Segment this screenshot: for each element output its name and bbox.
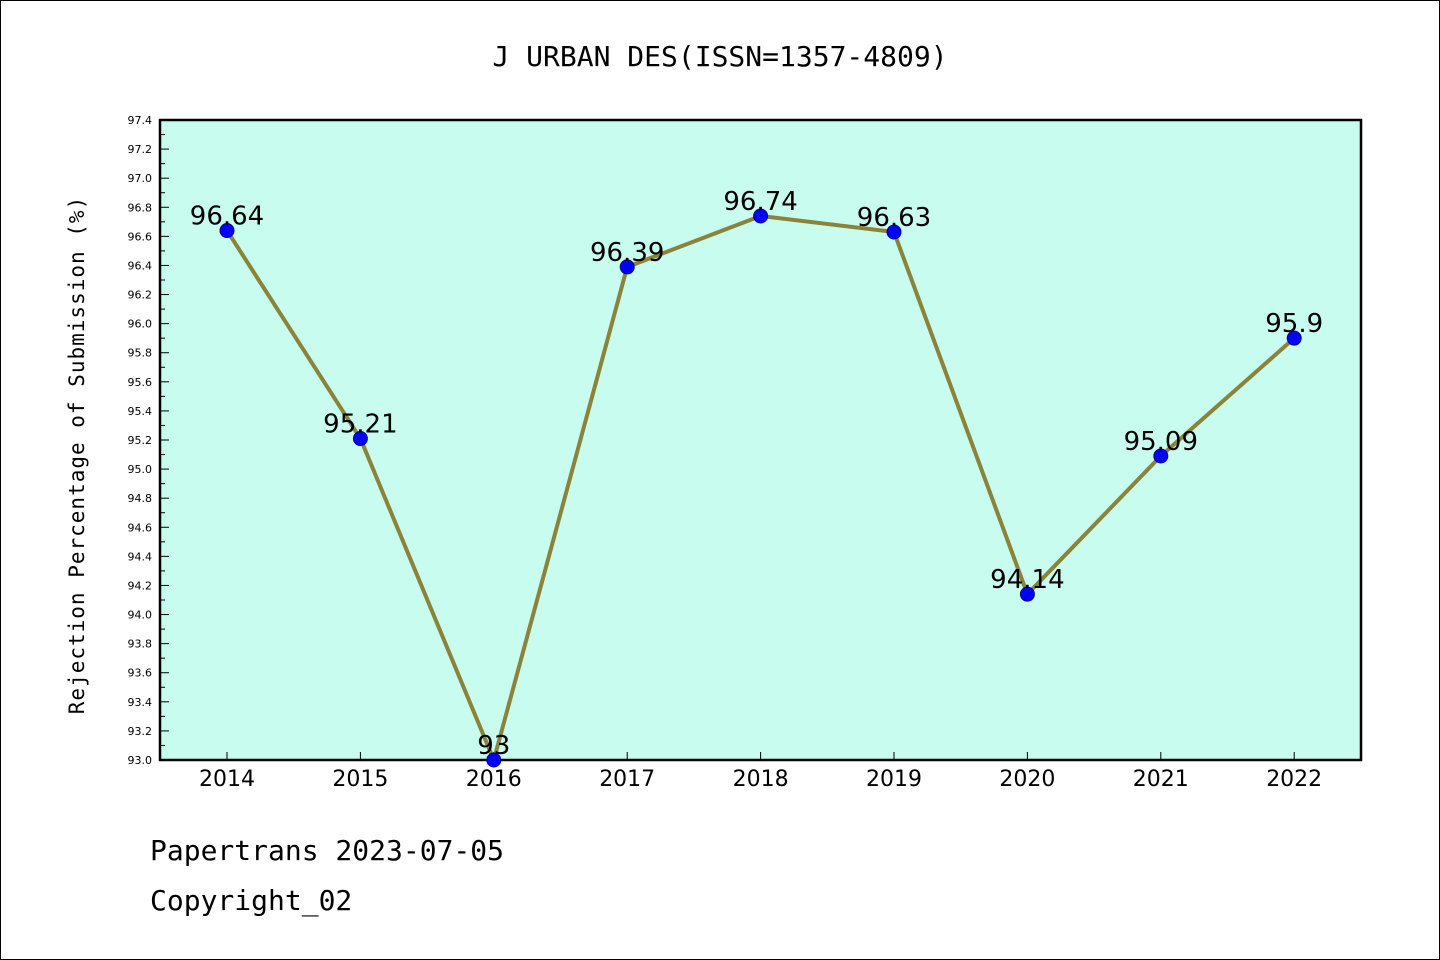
y-tick-label: 93.4: [128, 696, 153, 709]
y-tick-label: 95.4: [128, 405, 153, 418]
y-tick-label: 94.8: [128, 492, 153, 505]
data-label: 95.21: [323, 410, 397, 440]
x-tick-label: 2018: [733, 767, 789, 792]
x-tick-label: 2017: [599, 767, 655, 792]
data-point: [219, 223, 235, 239]
data-point: [753, 208, 769, 224]
chart-title: J URBAN DES(ISSN=1357-4809): [492, 40, 947, 73]
y-tick-label: 96.8: [128, 201, 153, 214]
data-label: 96.64: [190, 202, 264, 232]
x-tick-label: 2015: [332, 767, 388, 792]
data-label: 94.14: [990, 565, 1064, 595]
y-tick-label: 95.2: [128, 434, 153, 447]
footer-copyright: Copyright_02: [150, 884, 353, 917]
y-tick-label: 96.4: [128, 259, 153, 272]
x-axis-ticks: 2014 2015 2016 2017 2018 2019 2020 2021 2022: [199, 752, 1322, 792]
data-point: [1019, 586, 1035, 602]
x-tick-label: 2016: [466, 767, 522, 792]
x-tick-label: 2020: [999, 767, 1055, 792]
data-label: 96.63: [857, 203, 931, 233]
y-tick-label: 93.0: [128, 754, 153, 767]
y-tick-label: 93.8: [128, 638, 153, 651]
y-tick-label: 94.2: [128, 579, 153, 592]
x-tick-label: 2022: [1266, 767, 1322, 792]
data-label: 95.9: [1265, 309, 1323, 339]
y-tick-label: 95.6: [128, 376, 153, 389]
y-tick-label: 94.6: [128, 521, 153, 534]
data-point: [619, 259, 635, 275]
y-axis-label: Rejection Percentage of Submission (%): [65, 196, 89, 714]
x-tick-label: 2021: [1133, 767, 1189, 792]
data-series: [219, 208, 1302, 768]
y-axis-ticks: 93.0 93.2 93.4 93.6 93.8 94.0 94.2 94.4 94.6 94.8…: [128, 114, 169, 767]
data-label: 95.09: [1124, 427, 1198, 457]
x-tick-label: 2019: [866, 767, 922, 792]
y-tick-label: 94.0: [128, 609, 153, 622]
data-label: 93: [477, 731, 510, 761]
data-labels: 96.64 95.21 93 96.39 96.74 96.63 94.14 95.09 95.…: [190, 187, 1323, 761]
y-tick-label: 94.4: [128, 550, 153, 563]
data-point: [352, 431, 368, 447]
data-point: [886, 224, 902, 240]
y-tick-label: 93.6: [128, 667, 153, 680]
x-tick-label: 2014: [199, 767, 255, 792]
data-label: 96.74: [723, 187, 797, 217]
data-label: 96.39: [590, 238, 664, 268]
y-tick-label: 96.2: [128, 289, 153, 302]
y-tick-label: 96.0: [128, 318, 153, 331]
y-tick-label: 97.4: [128, 114, 153, 127]
y-tick-label: 95.0: [128, 463, 153, 476]
data-point: [486, 752, 502, 768]
data-point: [1153, 448, 1169, 464]
y-tick-label: 97.0: [128, 172, 153, 185]
footer-source: Papertrans 2023-07-05: [150, 834, 505, 867]
y-tick-label: 96.6: [128, 230, 153, 243]
y-tick-label: 93.2: [128, 725, 153, 738]
y-tick-label: 95.8: [128, 347, 153, 360]
data-point: [1286, 330, 1302, 346]
y-tick-label: 97.2: [128, 143, 153, 156]
